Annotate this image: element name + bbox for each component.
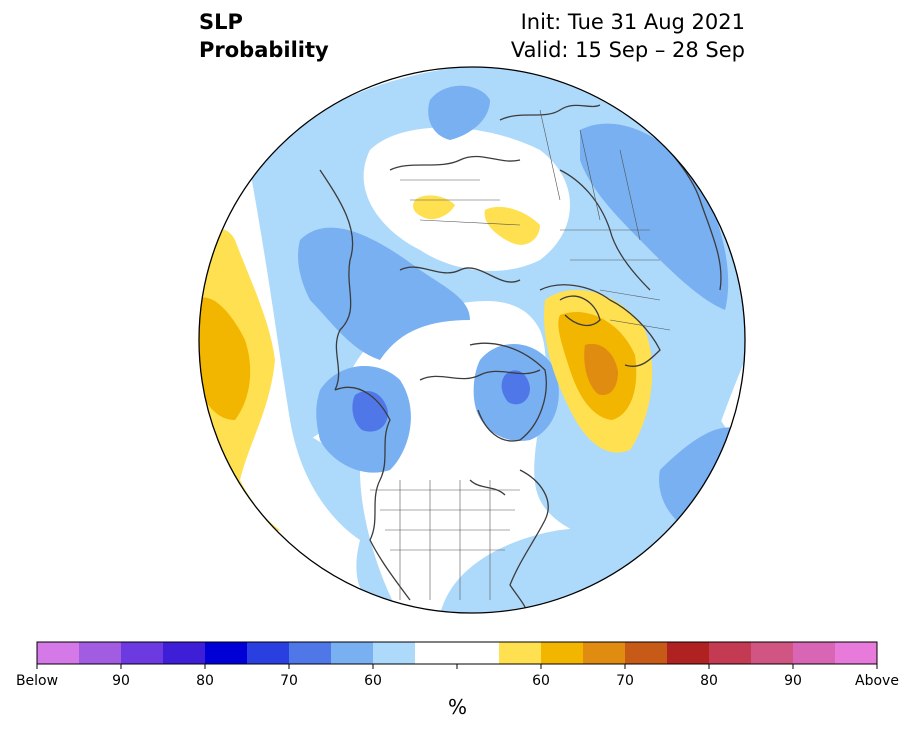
colorbar-swatch xyxy=(667,642,710,664)
colorbar-swatch xyxy=(709,642,752,664)
colorbar-tick-label: 70 xyxy=(616,673,634,689)
white-region-pole xyxy=(406,313,490,397)
colorbar-swatch xyxy=(751,642,794,664)
colorbar-swatch xyxy=(79,642,122,664)
globe-outline xyxy=(198,66,746,614)
yellow-region-arctic-2 xyxy=(484,206,540,245)
colorbar-tick-label: 80 xyxy=(196,673,214,689)
colorbar-swatch xyxy=(205,642,248,664)
yellow-region-arctic-1 xyxy=(413,195,455,220)
colorbar-swatch xyxy=(499,642,542,664)
colorbar-unit: % xyxy=(447,695,467,719)
colorbar-tick-label: 90 xyxy=(784,673,802,689)
colorbar-swatch xyxy=(373,642,416,664)
borders xyxy=(370,109,671,600)
coastlines xyxy=(319,104,722,613)
colorbar-swatch xyxy=(583,642,626,664)
colorbar-swatch xyxy=(121,642,164,664)
colorbar-swatch xyxy=(793,642,836,664)
colorbar-swatch xyxy=(415,642,458,664)
blue-core-greenland xyxy=(501,370,530,405)
title-line-2: Probability xyxy=(199,38,329,62)
map-title: SLP Probability xyxy=(199,8,329,64)
blue-core-alaska xyxy=(352,391,388,432)
colorbar-swatch xyxy=(289,642,332,664)
init-date: Init: Tue 31 Aug 2021 xyxy=(520,10,745,34)
colorbar-swatch xyxy=(625,642,668,664)
colorbar-swatch xyxy=(37,642,80,664)
colorbar-tick-label: 90 xyxy=(112,673,130,689)
colorbar-swatch xyxy=(331,642,374,664)
colorbar-swatch xyxy=(835,642,878,664)
mid-blue-region-north xyxy=(428,85,490,140)
colorbar-swatch xyxy=(457,642,500,664)
colorbar-tick-label: 70 xyxy=(280,673,298,689)
colorbar-swatch xyxy=(247,642,290,664)
colorbar-tick-label: 60 xyxy=(364,673,382,689)
mid-blue-region-west xyxy=(298,227,470,360)
colorbar-swatch xyxy=(541,642,584,664)
colorbar-swatch xyxy=(163,642,206,664)
valid-range: Valid: 15 Sep – 28 Sep xyxy=(510,38,745,62)
colorbar-tick-label: 80 xyxy=(700,673,718,689)
date-info: Init: Tue 31 Aug 2021 Valid: 15 Sep – 28… xyxy=(511,8,745,64)
colorbar-tick-label: Above xyxy=(855,673,899,689)
title-line-1: SLP xyxy=(199,10,243,34)
light-blue-region-pacific xyxy=(290,420,400,613)
colorbar xyxy=(36,641,878,669)
colorbar-tick-label: Below xyxy=(15,673,59,689)
dark-orange-region-europe xyxy=(584,343,618,396)
orange-region-pacific xyxy=(199,297,251,420)
shading-layer xyxy=(199,67,745,613)
colorbar-tick-label: 60 xyxy=(532,673,550,689)
colorbar-labels: Below 90 80 70 60 60 70 80 90 Above xyxy=(0,673,915,693)
